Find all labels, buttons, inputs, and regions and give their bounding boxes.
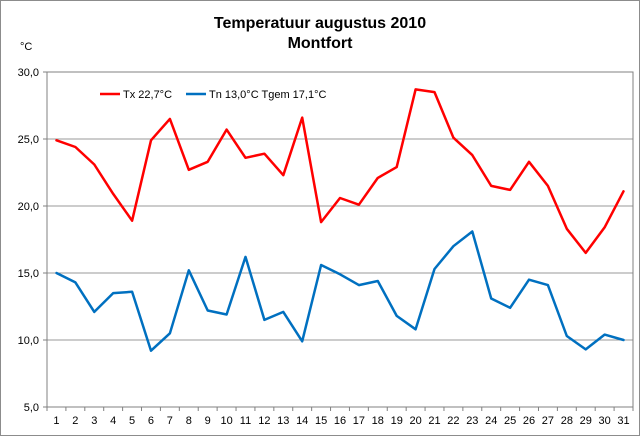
y-tick-label: 25,0: [18, 134, 39, 146]
chart-subtitle: Montfort: [287, 35, 353, 52]
x-tick-label: 4: [110, 415, 116, 427]
x-tick-label: 22: [447, 415, 459, 427]
x-tick-label: 6: [148, 415, 154, 427]
x-tick-label: 15: [315, 415, 327, 427]
series-line-tx: [55, 88, 625, 255]
series-line-tn: [55, 230, 625, 352]
x-tick-label: 28: [561, 415, 573, 427]
y-tick-label: 30,0: [18, 67, 39, 79]
y-tick-label: 5,0: [24, 402, 39, 414]
y-tick-label: 20,0: [18, 201, 39, 213]
x-tick-label: 26: [523, 415, 535, 427]
x-tick-label: 24: [485, 415, 497, 427]
y-tick-label: 10,0: [18, 335, 39, 347]
x-tick-label: 27: [542, 415, 554, 427]
x-tick-label: 14: [296, 415, 308, 427]
x-tick-label: 17: [353, 415, 365, 427]
chart-title: Temperatuur augustus 2010: [213, 15, 427, 32]
x-tick-label: 23: [466, 415, 478, 427]
x-tick-label: 3: [91, 415, 97, 427]
x-tick-label: 5: [129, 415, 135, 427]
x-tick-label: 7: [167, 415, 173, 427]
x-tick-label: 29: [580, 415, 592, 427]
x-tick-label: 10: [220, 415, 232, 427]
y-axis-unit-label: °C: [20, 41, 33, 53]
x-tick-label: 31: [617, 415, 629, 427]
legend-label: Tx 22,7°C: [123, 89, 172, 101]
legend-label: Tn 13,0°C Tgem 17,1°C: [209, 89, 326, 101]
y-tick-label: 15,0: [18, 268, 39, 280]
x-tick-label: 11: [240, 415, 251, 427]
x-tick-label: 12: [258, 415, 270, 427]
x-tick-label: 1: [53, 415, 59, 427]
x-tick-label: 21: [428, 415, 440, 427]
x-tick-label: 25: [504, 415, 516, 427]
x-tick-label: 8: [186, 415, 192, 427]
x-tick-label: 9: [205, 415, 211, 427]
x-tick-label: 16: [334, 415, 346, 427]
x-tick-label: 19: [391, 415, 403, 427]
x-tick-label: 13: [277, 415, 289, 427]
x-tick-label: 18: [372, 415, 384, 427]
plot-area: [46, 71, 634, 408]
x-tick-label: 2: [72, 415, 78, 427]
x-tick-label: 30: [599, 415, 611, 427]
x-tick-label: 20: [409, 415, 421, 427]
